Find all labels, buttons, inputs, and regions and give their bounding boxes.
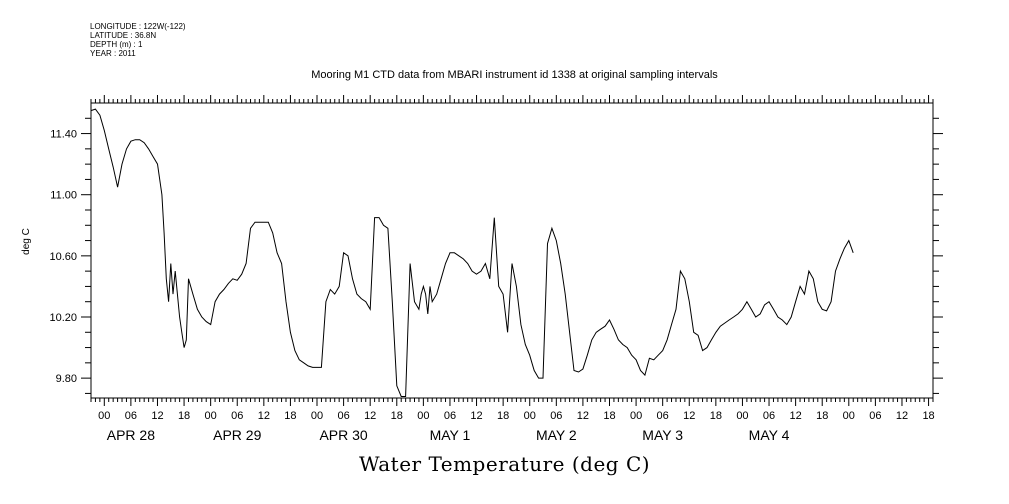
x-tick-label: 12 — [896, 410, 908, 422]
x-tick-label: 00 — [417, 410, 429, 422]
x-tick-label: 06 — [444, 410, 456, 422]
x-tick-label: 18 — [178, 410, 190, 422]
x-tick-label: 00 — [736, 410, 748, 422]
x-tick-label: 18 — [391, 410, 403, 422]
y-tick-label: 9.80 — [56, 373, 77, 385]
x-tick-label: 06 — [657, 410, 669, 422]
x-tick-label: 06 — [763, 410, 775, 422]
x-tick-label: 18 — [816, 410, 828, 422]
x-tick-label: 12 — [258, 410, 270, 422]
y-tick-label: 11.40 — [50, 129, 77, 141]
x-tick-label: 00 — [205, 410, 217, 422]
x-tick-label: 06 — [337, 410, 349, 422]
x-tick-label: 00 — [843, 410, 855, 422]
x-tick-label: 12 — [577, 410, 589, 422]
x-tick-label: 18 — [710, 410, 722, 422]
y-tick-label: 10.20 — [49, 312, 77, 324]
y-tick-label: 10.60 — [49, 251, 77, 263]
x-tick-label: 00 — [98, 410, 110, 422]
x-tick-label: 18 — [603, 410, 615, 422]
day-label: APR 28 — [107, 427, 155, 443]
x-tick-label: 00 — [524, 410, 536, 422]
x-tick-label: 06 — [869, 410, 881, 422]
day-label: MAY 3 — [642, 427, 683, 443]
x-tick-label: 12 — [151, 410, 163, 422]
temperature-series-line — [90, 108, 854, 397]
x-tick-label: 18 — [497, 410, 509, 422]
x-axis-title: Water Temperature (deg C) — [358, 452, 651, 476]
x-tick-label: 12 — [364, 410, 376, 422]
chart-title: Mooring M1 CTD data from MBARI instrumen… — [311, 69, 718, 81]
y-tick-label: 11.00 — [50, 190, 77, 202]
day-label: APR 29 — [213, 427, 261, 443]
x-tick-label: 06 — [125, 410, 137, 422]
x-tick-label: 06 — [550, 410, 562, 422]
latitude-label: LATITUDE : 36.8N — [90, 31, 157, 40]
x-tick-label: 18 — [284, 410, 296, 422]
x-tick-label: 12 — [683, 410, 695, 422]
metadata-block: LONGITUDE : 122W(-122) LATITUDE : 36.8N … — [90, 22, 186, 58]
year-label: YEAR : 2011 — [90, 49, 136, 58]
x-tick-label: 12 — [470, 410, 482, 422]
longitude-label: LONGITUDE : 122W(-122) — [90, 22, 186, 31]
x-tick-label: 12 — [789, 410, 801, 422]
depth-label: DEPTH (m) : 1 — [90, 40, 143, 49]
plot-frame — [90, 102, 934, 399]
x-tick-label: 00 — [311, 410, 323, 422]
day-label: APR 30 — [319, 427, 367, 443]
x-tick-label: 18 — [922, 410, 934, 422]
day-label: MAY 4 — [749, 427, 790, 443]
x-tick-label: 06 — [231, 410, 243, 422]
day-label: MAY 2 — [536, 427, 577, 443]
day-label: MAY 1 — [430, 427, 471, 443]
x-tick-label: 00 — [630, 410, 642, 422]
